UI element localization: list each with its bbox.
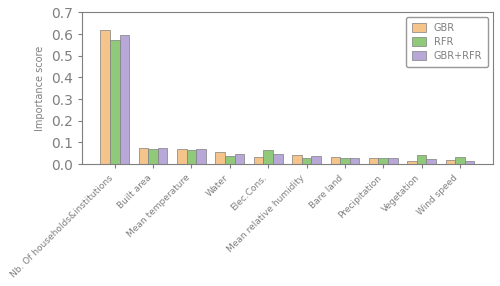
Bar [110,39,120,164]
Legend: GBR, RFR, GBR+RFR: GBR, RFR, GBR+RFR [406,17,488,67]
Bar [312,156,321,164]
Bar [254,157,264,164]
Bar [177,149,186,164]
Bar [446,160,455,164]
Bar [388,158,398,164]
Bar [138,148,148,164]
Bar [100,30,110,164]
Bar [417,156,426,164]
Bar [465,161,474,164]
Bar [340,158,349,164]
Bar [350,158,360,164]
Bar [264,150,273,164]
Bar [330,157,340,164]
Bar [120,35,129,164]
Bar [273,154,282,164]
Bar [369,158,378,164]
Bar [158,148,168,164]
Bar [426,159,436,164]
Bar [455,156,465,164]
Bar [407,161,417,164]
Bar [216,152,225,164]
Bar [292,156,302,164]
Bar [196,149,206,164]
Bar [148,148,158,164]
Bar [186,150,196,164]
Bar [234,154,244,164]
Bar [225,156,234,164]
Y-axis label: Importance score: Importance score [35,46,45,131]
Bar [378,158,388,164]
Bar [302,158,312,164]
